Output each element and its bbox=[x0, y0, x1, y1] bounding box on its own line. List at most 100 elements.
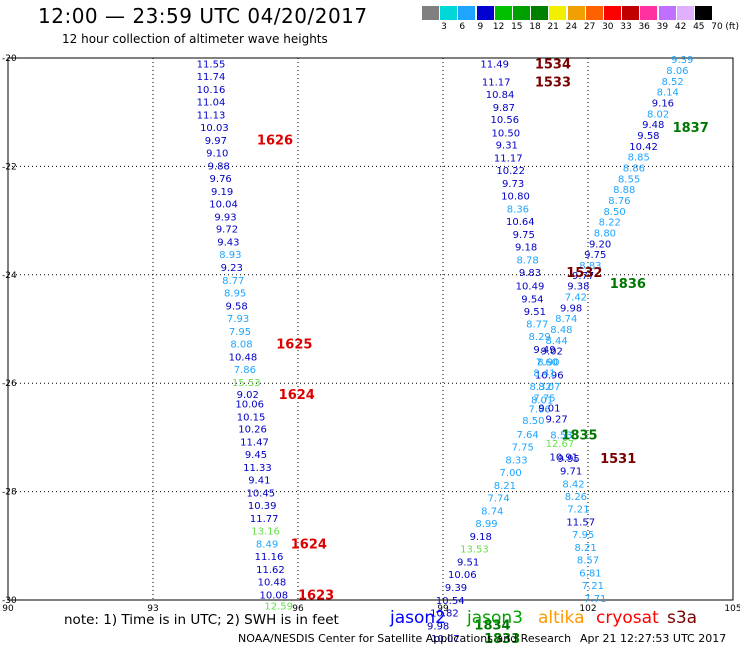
data-point-label: 9.58 bbox=[225, 302, 247, 313]
data-point-label: 11.47 bbox=[240, 438, 269, 449]
data-point-label: 8.90 bbox=[537, 358, 559, 369]
data-point-label: 9.01 bbox=[538, 404, 560, 415]
data-point-label: 9.02 bbox=[541, 347, 563, 358]
data-point-label: 8.08 bbox=[230, 340, 252, 351]
data-point-label: 8.06 bbox=[666, 66, 688, 77]
data-point-label: 10.08 bbox=[260, 591, 289, 602]
data-point-label: 9.54 bbox=[521, 295, 543, 306]
legend-swatch bbox=[422, 6, 439, 20]
data-point-label: 7.75 bbox=[533, 393, 555, 404]
legend-swatch bbox=[567, 6, 585, 20]
data-point-label: 7.71 bbox=[584, 594, 606, 605]
data-point-label: 9.16 bbox=[652, 98, 674, 109]
data-point-label: 10.82 bbox=[430, 608, 459, 619]
data-point-label: 7.86 bbox=[234, 365, 256, 376]
y-tick-label: -30 bbox=[2, 596, 17, 606]
data-point-label: 9.97 bbox=[205, 136, 227, 147]
data-point-label: 8.95 bbox=[224, 289, 246, 300]
data-point-label: 8.21 bbox=[574, 543, 596, 554]
data-point-label: 9.18 bbox=[470, 532, 492, 543]
data-point-label: 7.00 bbox=[500, 468, 522, 479]
data-point-label: 9.41 bbox=[248, 476, 270, 487]
data-point-label: 8.52 bbox=[661, 77, 683, 88]
track-number-label: 1623 bbox=[298, 589, 334, 604]
data-point-label: 9.51 bbox=[524, 307, 546, 318]
legend-label: 39 bbox=[656, 22, 669, 32]
data-point-label: 11.77 bbox=[250, 514, 279, 525]
data-point-label: 13.16 bbox=[251, 527, 280, 538]
legend-label: 45 bbox=[693, 22, 705, 32]
data-point-label: 10.48 bbox=[258, 578, 287, 589]
legend-swatch bbox=[695, 6, 712, 20]
data-point-label: 10.42 bbox=[629, 142, 658, 153]
legend-label: 18 bbox=[529, 22, 541, 32]
track-number-label: 1624 bbox=[279, 388, 315, 403]
data-point-label: 9.72 bbox=[216, 225, 238, 236]
footer-credit: NOAA/NESDIS Center for Satellite Applica… bbox=[238, 632, 572, 645]
data-point-label: 7.95 bbox=[572, 530, 594, 541]
legend-label: 3 bbox=[441, 22, 447, 32]
data-point-label: 11.55 bbox=[197, 59, 226, 70]
data-point-label: 11.13 bbox=[197, 110, 226, 121]
data-point-label: 10.22 bbox=[496, 166, 525, 177]
data-point-label: 9.98 bbox=[560, 303, 582, 314]
data-point-label: 9.77 bbox=[572, 271, 594, 282]
data-point-label: 8.86 bbox=[623, 163, 645, 174]
data-point-label: 9.93 bbox=[214, 212, 236, 223]
chart-subtitle: 12 hour collection of altimeter wave hei… bbox=[62, 32, 328, 46]
data-point-label: 8.32 bbox=[530, 382, 552, 393]
data-point-label: 8.42 bbox=[562, 479, 584, 490]
data-point-label: 9.49 bbox=[533, 345, 555, 356]
data-point-label: 9.75 bbox=[584, 250, 606, 261]
data-point-label: 9.38 bbox=[567, 282, 589, 293]
data-point-label: 9.39 bbox=[445, 583, 467, 594]
plot-frame bbox=[7, 57, 734, 601]
legend-swatch bbox=[658, 6, 676, 20]
x-tick-label: 105 bbox=[724, 604, 740, 614]
data-point-label: 8.88 bbox=[613, 185, 635, 196]
data-point-label: 10.06 bbox=[448, 570, 477, 581]
legend-label: 9 bbox=[477, 22, 484, 32]
data-point-label: 8.48 bbox=[550, 325, 572, 336]
track-number-label: 1833 bbox=[484, 632, 520, 647]
legend-swatch bbox=[622, 6, 640, 20]
y-tick-label: -20 bbox=[2, 54, 17, 64]
x-tick-label: 99 bbox=[437, 604, 449, 614]
data-point-label: 8.80 bbox=[594, 229, 616, 240]
legend-label: 6 bbox=[459, 22, 466, 32]
legend-label: 70 bbox=[711, 22, 723, 32]
data-point-label: 11.62 bbox=[256, 565, 285, 576]
y-tick-label: -24 bbox=[2, 271, 17, 281]
data-point-label: 8.33 bbox=[505, 456, 527, 467]
data-point-label: 8.49 bbox=[256, 540, 278, 551]
data-point-label: 10.64 bbox=[506, 217, 535, 228]
data-point-label: 9.20 bbox=[589, 239, 611, 250]
data-point-label: 8.77 bbox=[526, 320, 548, 331]
data-point-label: 8.36 bbox=[507, 205, 529, 216]
legend-swatch bbox=[458, 6, 476, 20]
data-point-label: 9.73 bbox=[502, 179, 524, 190]
data-point-label: 15.53 bbox=[232, 378, 261, 389]
data-point-label: 9.58 bbox=[637, 131, 659, 142]
data-point-label: 9.71 bbox=[560, 466, 582, 477]
legend-swatch bbox=[604, 6, 621, 20]
data-point-label: 11.33 bbox=[243, 463, 272, 474]
data-point-label: 8.21 bbox=[494, 481, 516, 492]
data-point-label: 8.74 bbox=[481, 507, 503, 518]
satellite-altika: altika bbox=[538, 608, 585, 628]
data-point-label: 9.27 bbox=[545, 414, 567, 425]
data-point-label: 12.59 bbox=[264, 601, 293, 612]
track-number-label: 1836 bbox=[610, 277, 646, 292]
data-point-label: 10.80 bbox=[501, 192, 530, 203]
legend-swatch bbox=[676, 6, 694, 20]
data-point-label: 9.19 bbox=[211, 187, 233, 198]
data-point-label: 10.15 bbox=[237, 412, 266, 423]
y-tick-label: -26 bbox=[2, 379, 17, 389]
legend-label: 24 bbox=[565, 22, 578, 32]
legend-swatch bbox=[513, 6, 530, 20]
data-point-label: 8.26 bbox=[565, 492, 587, 503]
data-point-label: 8.44 bbox=[545, 336, 567, 347]
data-point-label: 10.84 bbox=[486, 90, 515, 101]
data-point-label: 9.31 bbox=[496, 141, 518, 152]
